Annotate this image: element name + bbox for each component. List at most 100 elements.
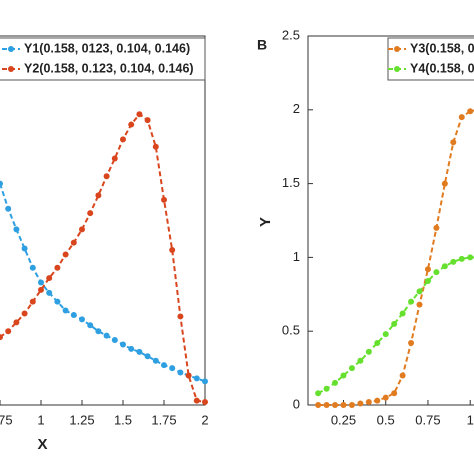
series-marker xyxy=(193,375,200,382)
x-tick-label: 0.5 xyxy=(377,412,395,427)
series-marker xyxy=(136,348,143,355)
legend-marker xyxy=(394,46,400,52)
legend-label: Y4(0.158, 0.123, 0.104, 0.146) xyxy=(410,61,474,75)
series-marker xyxy=(193,397,200,404)
series-marker xyxy=(144,353,151,360)
series-marker xyxy=(340,372,347,379)
series-marker xyxy=(111,155,118,162)
series-marker xyxy=(95,192,102,199)
series-marker xyxy=(357,357,364,364)
legend-label: Y3(0.158, 0.123, 0.104, 0.146) xyxy=(410,41,474,55)
series-marker xyxy=(374,397,381,404)
legend-box xyxy=(387,37,474,81)
series-marker xyxy=(391,320,398,327)
y-tick-label: 1.5 xyxy=(282,175,300,190)
series-marker xyxy=(433,224,440,231)
legend-box xyxy=(0,37,206,81)
series-marker xyxy=(120,341,126,348)
series-marker xyxy=(87,210,94,217)
series-marker xyxy=(169,365,176,372)
series-marker xyxy=(416,301,423,308)
series-marker xyxy=(391,390,398,397)
series-marker xyxy=(382,394,389,401)
series-marker xyxy=(467,254,474,261)
series-marker xyxy=(169,247,176,254)
series-marker xyxy=(0,180,3,187)
legend-label: Y2(0.158, 0.123, 0.104, 0.146) xyxy=(24,61,194,75)
legend-label: Y1(0.158, 0123, 0.104, 0.146) xyxy=(24,41,190,55)
series-marker xyxy=(177,313,184,320)
series-marker xyxy=(29,264,36,271)
series-marker xyxy=(441,263,448,270)
series-marker xyxy=(70,239,77,246)
series-marker xyxy=(13,226,20,233)
series-line xyxy=(0,183,206,383)
plot-frame xyxy=(0,35,206,406)
series-marker xyxy=(29,298,36,305)
series-marker xyxy=(103,332,110,339)
series-marker xyxy=(458,255,465,262)
x-tick-label: 1.75 xyxy=(151,412,176,427)
series-marker xyxy=(424,266,431,273)
x-tick-label: 0.75 xyxy=(0,412,13,427)
series-marker xyxy=(185,372,192,379)
series-marker xyxy=(202,399,208,406)
series-marker xyxy=(0,334,3,341)
series-marker xyxy=(21,245,28,252)
series-marker xyxy=(332,379,339,386)
series-marker xyxy=(21,310,28,317)
series-marker xyxy=(408,340,415,347)
y-tick-label: 2 xyxy=(293,101,300,116)
series-marker xyxy=(46,289,53,296)
chart-title: B xyxy=(257,37,267,53)
series-marker xyxy=(62,307,69,314)
series-marker xyxy=(152,143,159,150)
x-tick-label: 1 xyxy=(37,412,44,427)
series-marker xyxy=(62,251,69,258)
series-marker xyxy=(161,362,167,369)
series-marker xyxy=(5,328,12,335)
series-marker xyxy=(5,205,12,212)
series-marker xyxy=(374,340,381,347)
y-axis-label: Y xyxy=(257,217,274,227)
series-marker xyxy=(136,111,143,118)
plot-frame xyxy=(307,35,474,406)
series-marker xyxy=(315,402,322,408)
y-tick-label: 0 xyxy=(293,396,300,411)
series-marker xyxy=(416,288,423,295)
y-tick-label: 2.5 xyxy=(282,27,300,42)
legend-marker xyxy=(8,66,14,72)
x-tick-label: 1 xyxy=(467,412,474,427)
series-marker xyxy=(399,372,406,379)
legend-marker xyxy=(8,46,14,52)
series-marker xyxy=(408,298,415,305)
series-marker xyxy=(315,390,322,397)
series-marker xyxy=(323,385,330,392)
series-marker xyxy=(38,286,44,293)
x-tick-label: 0.75 xyxy=(415,412,440,427)
series-marker xyxy=(382,331,389,338)
series-marker xyxy=(161,196,167,203)
series-marker xyxy=(177,369,184,376)
series-marker xyxy=(467,108,474,115)
series-marker xyxy=(103,173,110,180)
series-marker xyxy=(87,322,94,329)
series-marker xyxy=(70,311,77,318)
series-marker xyxy=(340,402,347,408)
y-tick-label: 1 xyxy=(293,249,300,264)
x-tick-label: 2 xyxy=(201,412,208,427)
series-marker xyxy=(450,258,457,265)
series-marker xyxy=(79,226,85,233)
series-marker xyxy=(152,357,159,364)
series-marker xyxy=(128,345,135,352)
series-marker xyxy=(441,180,448,187)
series-marker xyxy=(424,278,431,285)
y-tick-label: 0.5 xyxy=(282,323,300,338)
x-tick-label: 1.25 xyxy=(69,412,94,427)
series-marker xyxy=(202,378,208,385)
series-marker xyxy=(323,402,330,408)
series-marker xyxy=(348,365,355,372)
series-marker xyxy=(79,316,85,323)
